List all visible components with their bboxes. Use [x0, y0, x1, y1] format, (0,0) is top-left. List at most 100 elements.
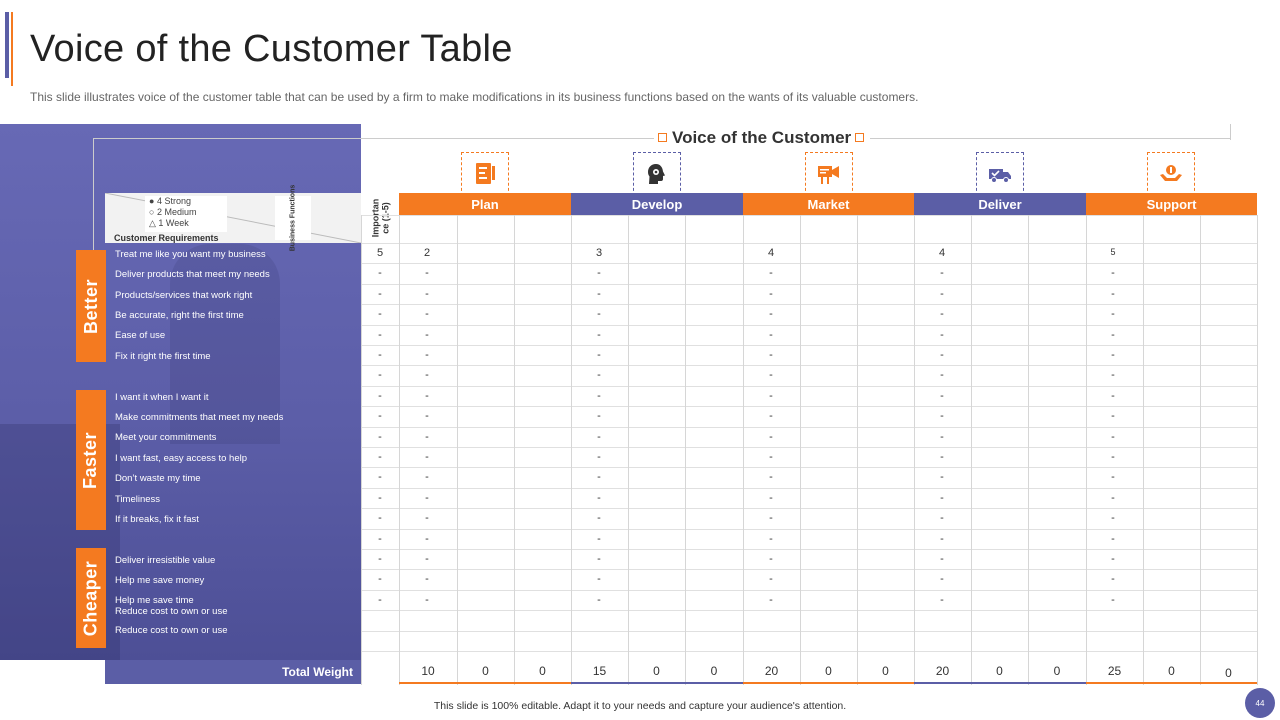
- function-cell-support: -: [1111, 369, 1115, 382]
- requirement-text: If it breaks, fix it fast: [115, 514, 199, 525]
- function-cell-plan: -: [425, 491, 429, 504]
- voc-left-square: [658, 133, 667, 142]
- voc-bracket-right: [1230, 124, 1231, 140]
- requirement-text: Be accurate, right the first time: [115, 310, 244, 321]
- importance-cell: -: [378, 369, 382, 382]
- importance-cell: -: [378, 593, 382, 606]
- function-cell-market: -: [769, 308, 773, 321]
- function-header-deliver: Deliver: [914, 193, 1086, 216]
- function-cell-deliver: -: [940, 512, 944, 525]
- function-cell-market: -: [769, 512, 773, 525]
- function-header-plan: Plan: [399, 193, 571, 216]
- function-cell-develop: -: [597, 573, 601, 586]
- function-cell-deliver: -: [940, 573, 944, 586]
- plan-icon: [461, 152, 509, 196]
- function-cell-develop: -: [597, 593, 601, 606]
- total-weight-cell: 0: [482, 664, 489, 678]
- function-cell-support: -: [1111, 349, 1115, 361]
- category-better: Better: [76, 250, 106, 362]
- function-cell-deliver: -: [940, 553, 944, 565]
- function-cell-develop: -: [597, 491, 601, 504]
- total-underline-develop: [571, 682, 743, 684]
- function-cell-support: -: [1111, 287, 1115, 300]
- function-cell-plan: -: [425, 389, 429, 402]
- function-cell-develop: -: [597, 308, 601, 321]
- function-header-develop: Develop: [571, 193, 743, 216]
- function-cell-develop: -: [597, 430, 601, 443]
- function-cell-market: -: [769, 267, 773, 280]
- function-cell-market: -: [769, 328, 773, 341]
- requirement-text: Reduce cost to own or use: [115, 606, 228, 617]
- function-cell-market: -: [769, 553, 773, 565]
- voc-right-square: [855, 133, 864, 142]
- requirement-text: Ease of use: [115, 330, 166, 341]
- function-cell-market: 4: [767, 247, 775, 259]
- total-underline-plan: [399, 682, 571, 684]
- function-cell-develop: -: [597, 267, 601, 280]
- requirement-text: Treat me like you want my business: [115, 249, 266, 260]
- requirement-text: Timeliness: [115, 494, 161, 505]
- importance-cell: -: [378, 573, 382, 586]
- requirement-text: Deliver products that meet my needs: [115, 269, 270, 280]
- function-cell-market: -: [769, 532, 773, 545]
- function-cell-plan: -: [425, 532, 429, 545]
- importance-cell: -: [378, 287, 382, 300]
- importance-cell: -: [378, 471, 382, 484]
- function-cell-plan: -: [425, 410, 429, 423]
- market-icon: [805, 152, 853, 196]
- requirement-text: Meet your commitments: [115, 432, 217, 443]
- function-cell-market: -: [769, 593, 773, 606]
- category-faster: Faster: [76, 390, 106, 530]
- total-weight-cell: 20: [935, 664, 950, 678]
- function-cell-deliver: -: [940, 410, 944, 423]
- function-cell-plan: -: [425, 512, 429, 525]
- function-cell-support: -: [1111, 512, 1115, 525]
- matrix-header-cell: ● 4 Strong ○ 2 Medium △ 1 Week Business …: [105, 185, 361, 251]
- support-icon: [1147, 152, 1195, 196]
- legend-medium: ○ 2 Medium: [149, 207, 197, 217]
- importance-cell: -: [378, 389, 382, 402]
- page-title: Voice of the Customer Table: [30, 28, 513, 70]
- voc-bracket-left: [93, 138, 94, 264]
- function-cell-develop: -: [597, 369, 601, 382]
- strength-legend: ● 4 Strong ○ 2 Medium △ 1 Week: [145, 196, 227, 232]
- total-weight-cell: 0: [1225, 666, 1232, 680]
- page-number: 44: [1245, 688, 1275, 718]
- voc-title: Voice of the Customer: [672, 128, 852, 147]
- function-cell-develop: -: [597, 451, 601, 463]
- title-accent-line: [11, 12, 13, 86]
- function-cell-deliver: -: [940, 328, 944, 341]
- function-cell-develop: -: [597, 328, 601, 341]
- importance-cell: -: [378, 553, 382, 565]
- importance-cell: -: [378, 308, 382, 321]
- function-cell-support: -: [1111, 328, 1115, 341]
- function-cell-market: -: [769, 410, 773, 423]
- function-cell-support: 5: [1110, 247, 1116, 257]
- function-cell-deliver: 4: [938, 247, 946, 259]
- deliver-icon: [976, 152, 1024, 196]
- total-weight-cell: 0: [539, 664, 546, 678]
- importance-cell: -: [378, 430, 382, 443]
- function-cell-market: -: [769, 349, 773, 361]
- function-cell-market: -: [769, 491, 773, 504]
- requirement-text: Make commitments that meet my needs: [115, 412, 284, 423]
- function-cell-develop: -: [597, 553, 601, 565]
- requirement-text: Fix it right the first time: [115, 351, 211, 362]
- function-cell-develop: -: [597, 287, 601, 300]
- function-cell-deliver: -: [940, 593, 944, 606]
- function-cell-market: -: [769, 369, 773, 382]
- function-cell-develop: -: [597, 349, 601, 361]
- function-header-market: Market: [743, 193, 914, 216]
- function-cell-support: -: [1111, 593, 1115, 606]
- function-cell-support: -: [1111, 430, 1115, 443]
- total-underline-support: [1086, 682, 1257, 684]
- function-header-support: Support: [1086, 193, 1257, 216]
- function-cell-support: -: [1111, 471, 1115, 484]
- importance-cell: -: [378, 349, 382, 361]
- total-weight-bar: Total Weight: [105, 660, 361, 684]
- customer-requirements-label: Customer Requirements: [114, 233, 219, 243]
- requirement-text: Products/services that work right: [115, 290, 253, 301]
- total-weight-cell: 0: [996, 664, 1003, 678]
- function-cell-deliver: -: [940, 287, 944, 300]
- requirement-text: Help me save time: [115, 595, 194, 606]
